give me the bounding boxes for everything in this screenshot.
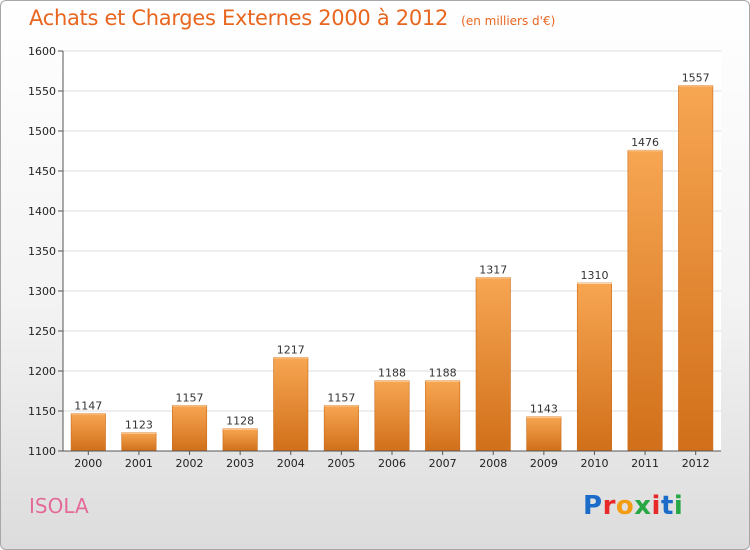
x-tick-label-2008: 2008 — [479, 457, 507, 470]
x-tick-label-2004: 2004 — [277, 457, 305, 470]
bar-2008 — [475, 277, 511, 452]
y-tick-label: 1500 — [28, 125, 56, 138]
value-label-2012: 1557 — [682, 71, 710, 84]
value-label-2000: 1147 — [74, 399, 102, 412]
value-label-2003: 1128 — [226, 415, 254, 428]
value-label-2006: 1188 — [378, 367, 406, 380]
x-tick-label-2012: 2012 — [682, 457, 710, 470]
chart-title: Achats et Charges Externes 2000 à 2012 — [29, 6, 449, 30]
x-tick-label-2001: 2001 — [125, 457, 153, 470]
bar-2012 — [678, 85, 714, 452]
y-tick-label: 1400 — [28, 205, 56, 218]
x-tick-label-2002: 2002 — [176, 457, 204, 470]
value-label-2011: 1476 — [631, 136, 659, 149]
y-tick-label: 1250 — [28, 325, 56, 338]
x-tick-label-2006: 2006 — [378, 457, 406, 470]
bar-2000 — [70, 413, 106, 452]
logo-letter: r — [602, 491, 616, 521]
y-tick-label: 1200 — [28, 365, 56, 378]
bar-2003 — [222, 428, 258, 452]
y-tick-label: 1450 — [28, 165, 56, 178]
axis-layer: 1100 1150 1200 1250 1300 1350 1400 1450 1500 1550… — [28, 45, 721, 470]
proxiti-logo[interactable]: Proxiti — [583, 491, 683, 521]
logo-letter: t — [660, 491, 674, 521]
y-tick-label: 1550 — [28, 85, 56, 98]
logo-letter: x — [634, 491, 652, 521]
value-label-2005: 1157 — [327, 391, 355, 404]
logo-letter: i — [673, 491, 684, 521]
bar-2009 — [526, 416, 562, 452]
bar-2002 — [172, 405, 208, 452]
x-tick-label-2011: 2011 — [631, 457, 659, 470]
x-tick-label-2005: 2005 — [327, 457, 355, 470]
y-tick-label: 1350 — [28, 245, 56, 258]
y-tick-label: 1300 — [28, 285, 56, 298]
bar-2001 — [121, 432, 157, 452]
x-tick-label-2007: 2007 — [429, 457, 457, 470]
value-label-2009: 1143 — [530, 403, 558, 416]
y-tick-label: 1150 — [28, 405, 56, 418]
value-label-2004: 1217 — [277, 343, 305, 356]
bar-2006 — [374, 380, 410, 452]
title-row: Achats et Charges Externes 2000 à 2012 (… — [29, 6, 555, 30]
x-tick-label-2003: 2003 — [226, 457, 254, 470]
bar-2005 — [323, 405, 359, 452]
y-tick-label: 1100 — [28, 445, 56, 458]
bar-2011 — [627, 149, 663, 452]
bar-2004 — [273, 357, 309, 452]
value-label-2001: 1123 — [125, 419, 153, 432]
value-label-2008: 1317 — [479, 263, 507, 276]
region-name: ISOLA — [29, 494, 89, 518]
x-tick-label-2010: 2010 — [580, 457, 608, 470]
logo-letter: i — [651, 491, 661, 521]
bar-2007 — [425, 380, 461, 452]
logo-letter: o — [615, 491, 635, 521]
chart-unit-note: (en milliers d'€) — [461, 14, 556, 28]
value-label-2002: 1157 — [176, 391, 204, 404]
bars-layer: 1147 1123 1157 1128 1217 1157 1188 1188 1317 1143… — [70, 71, 714, 452]
logo-letter: P — [583, 491, 603, 521]
value-label-2007: 1188 — [429, 367, 457, 380]
x-tick-label-2009: 2009 — [530, 457, 558, 470]
value-label-2010: 1310 — [580, 269, 608, 282]
y-tick-label: 1600 — [28, 45, 56, 58]
bar-2010 — [576, 282, 612, 452]
x-tick-label-2000: 2000 — [74, 457, 102, 470]
